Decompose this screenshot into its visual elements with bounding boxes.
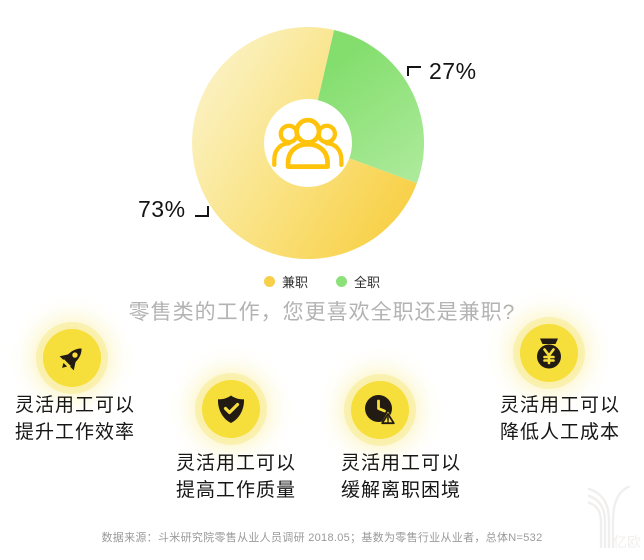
clock-alert-icon (365, 395, 396, 425)
data-source-note: 数据来源：斗米研究院零售从业人员调研 2018.05；基数为零售行业从业者，总体… (101, 532, 543, 544)
legend-item-full-time: 全职 (336, 272, 380, 291)
label-part-time-pct: 73% (138, 196, 186, 222)
benefit-line: 灵活用工可以 (500, 395, 621, 416)
label-full-time-pct: 27% (429, 58, 477, 84)
legend-label-part-time: 兼职 (281, 275, 308, 290)
benefit-badge-turnover (351, 381, 409, 439)
legend-label-full-time: 全职 (354, 275, 381, 290)
benefit-line: 灵活用工可以 (15, 395, 136, 416)
donut-chart (192, 27, 425, 260)
legend-item-part-time: 兼职 (263, 272, 308, 291)
benefit-text-quality: 灵活用工可以 提高工作质量 (176, 450, 296, 504)
shield-check-icon (217, 395, 245, 423)
legend-dot-full-time (336, 276, 347, 287)
benefit-badge-cost (520, 324, 578, 382)
watermark-text: 亿欧 (613, 534, 641, 550)
leader-line-73 (195, 206, 209, 217)
benefit-text-cost: 灵活用工可以 降低人工成本 (500, 392, 620, 446)
rocket-icon (59, 348, 82, 371)
benefit-line: 灵活用工可以 (176, 453, 297, 474)
chart-question-title: 零售类的工作，您更喜欢全职还是兼职? (128, 301, 516, 324)
legend-dot-part-time (263, 276, 275, 287)
benefit-line: 提升工作效率 (15, 422, 136, 443)
benefit-badge-quality (202, 380, 260, 438)
benefit-line: 灵活用工可以 (341, 453, 462, 474)
benefit-text-efficiency: 灵活用工可以 提升工作效率 (15, 392, 135, 446)
money-bag-icon (537, 338, 561, 369)
benefit-badge-efficiency (43, 329, 101, 387)
benefit-line: 降低人工成本 (500, 422, 621, 443)
benefit-text-turnover: 灵活用工可以 缓解离职困境 (341, 450, 461, 504)
benefit-line: 缓解离职困境 (341, 480, 462, 501)
leader-line-27 (407, 66, 421, 76)
benefit-line: 提高工作质量 (176, 480, 297, 501)
chart-legend: 兼职 全职 (0, 272, 644, 291)
people-group-icon (272, 117, 344, 169)
yiou-watermark-logo: 亿欧 (588, 486, 641, 550)
